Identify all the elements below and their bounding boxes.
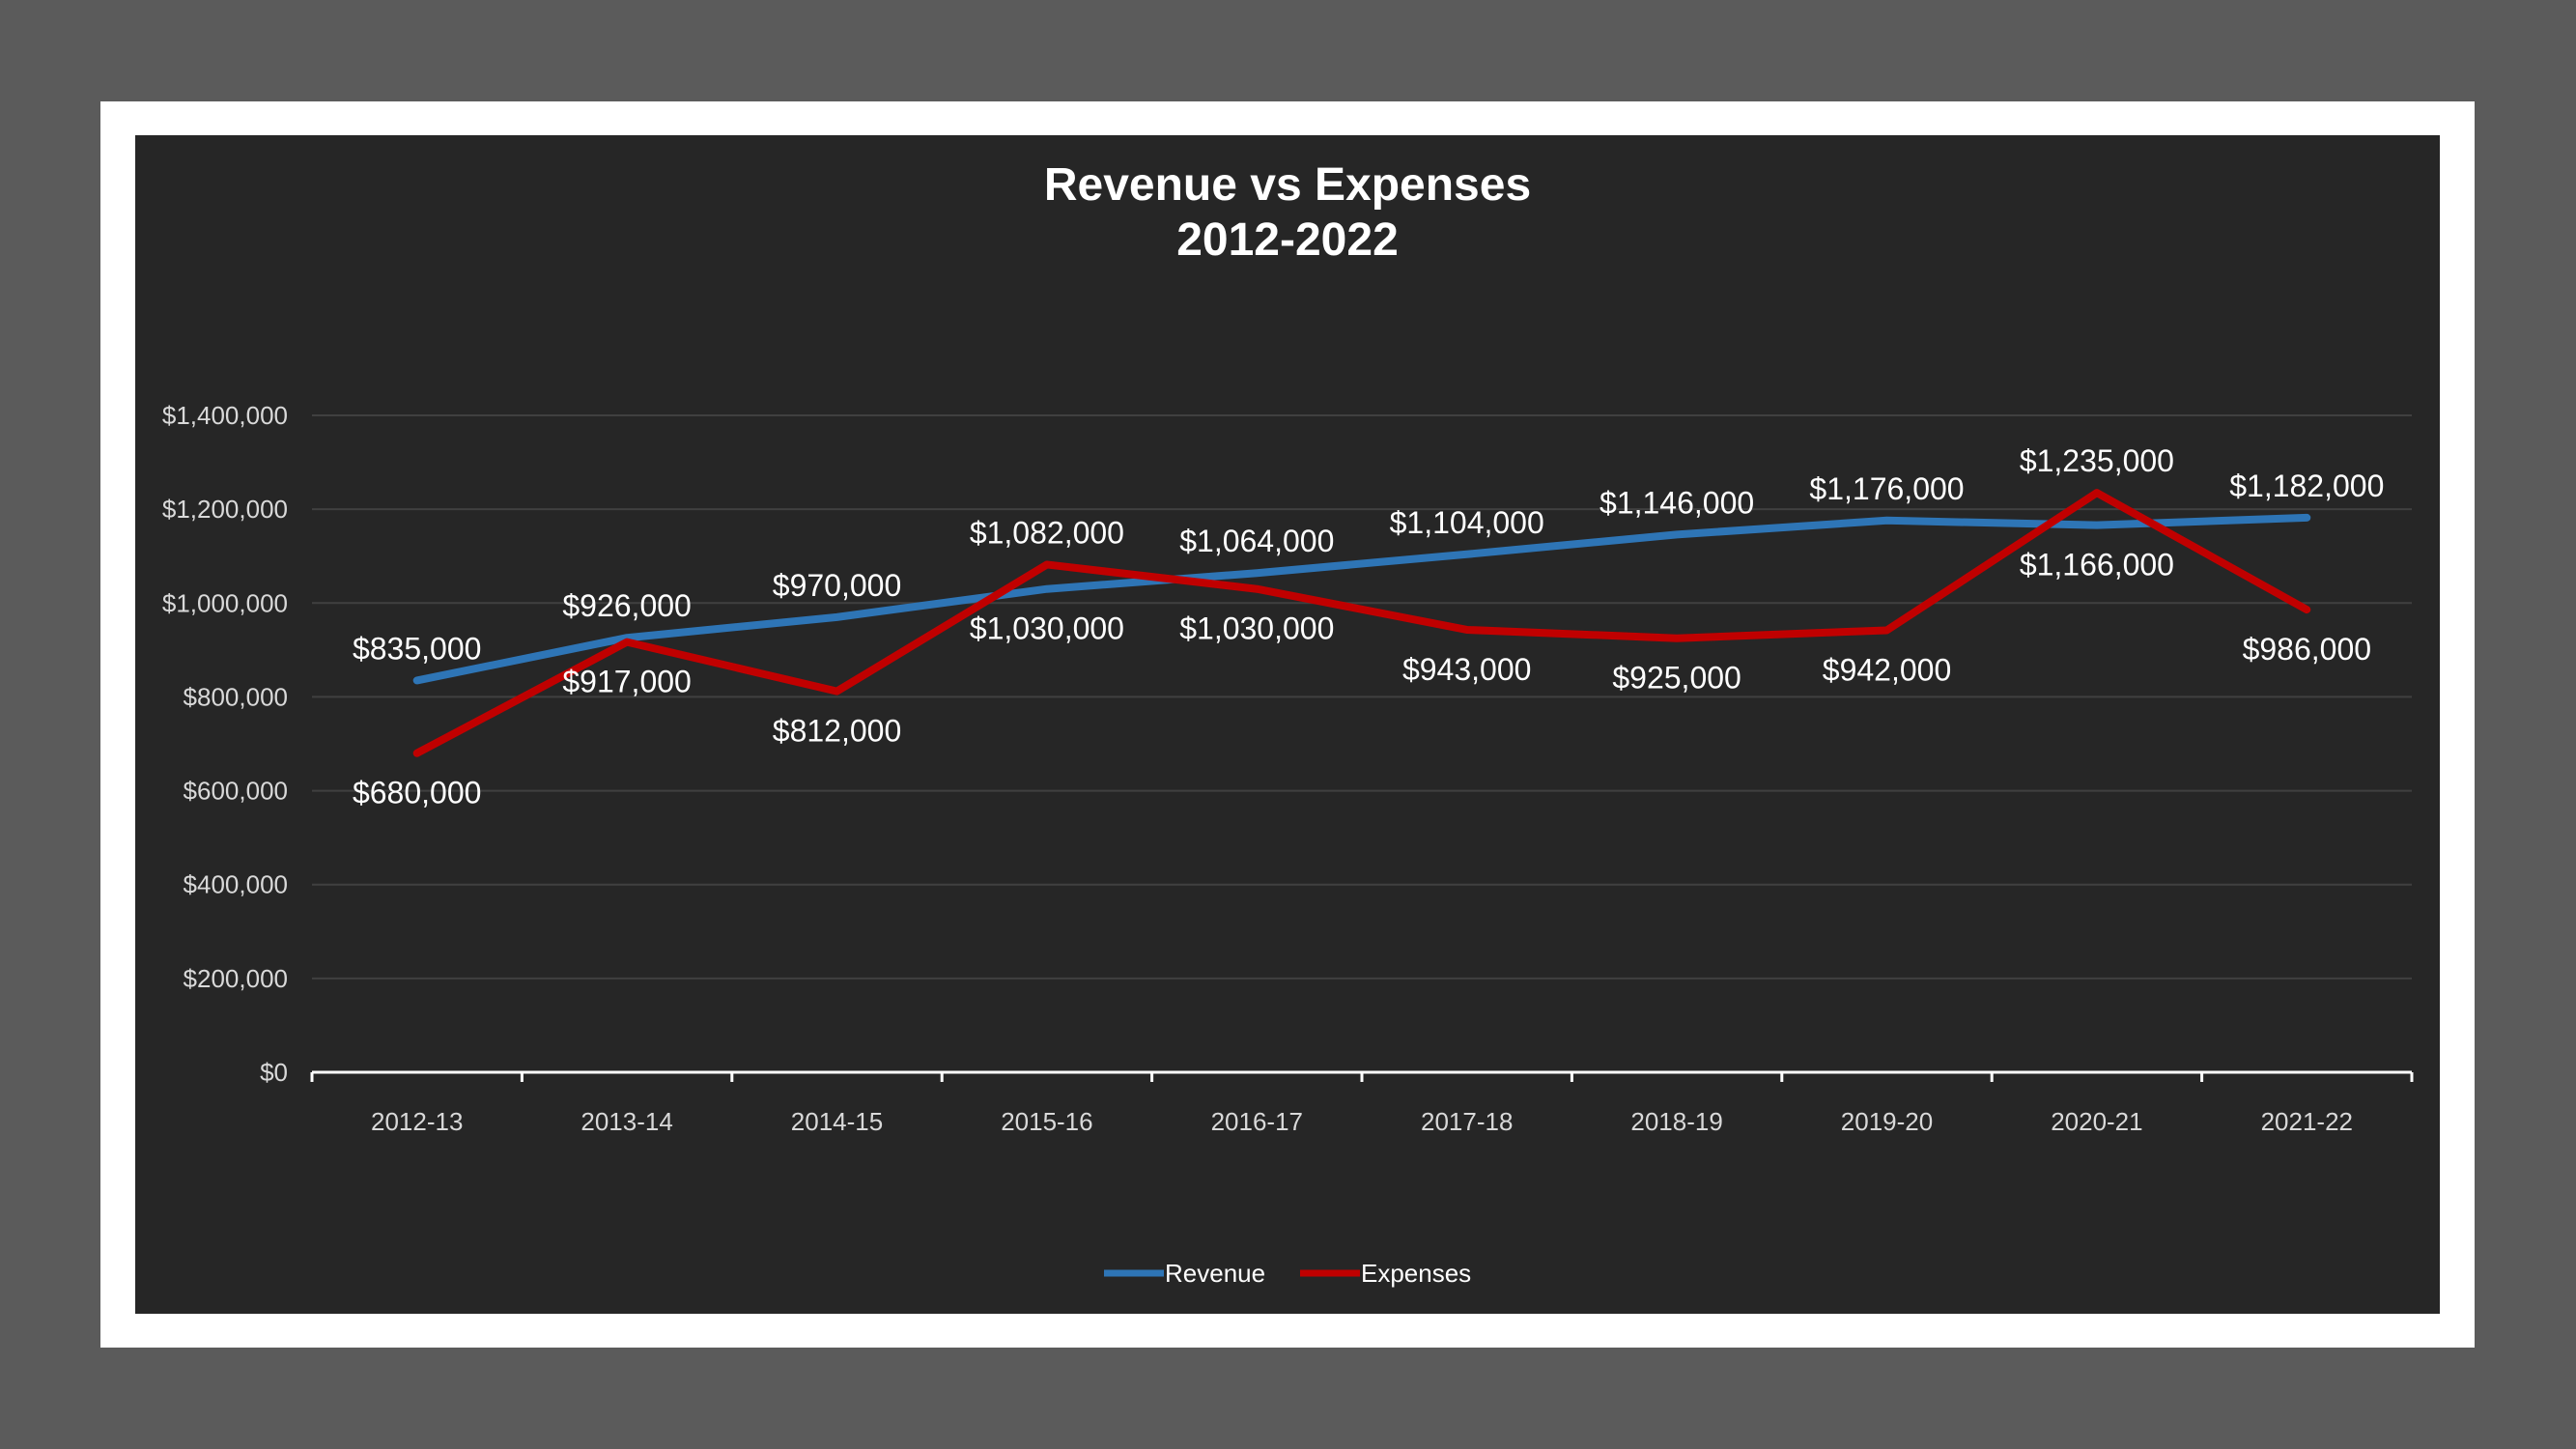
data-label-expenses: $1,235,000 (2020, 443, 2174, 478)
chart-title-line-2: 2012-2022 (1176, 214, 1399, 266)
x-tick-label: 2021-22 (2261, 1107, 2353, 1136)
data-label-revenue: $1,104,000 (1390, 505, 1544, 540)
data-label-expenses: $1,030,000 (1179, 611, 1334, 646)
data-label-revenue: $1,176,000 (1809, 471, 1964, 506)
x-tick-label: 2015-16 (1001, 1107, 1092, 1136)
x-axis: 2012-13 2013-14 2014-15 2015-16 2016-17 2017-… (310, 1070, 2414, 1136)
data-labels: $835,000 $680,000 $926,000 $917,000 $970,000… (353, 443, 2384, 810)
y-tick-label: $0 (260, 1058, 288, 1087)
data-label-expenses: $986,000 (2243, 632, 2371, 667)
data-label-revenue: $1,166,000 (2020, 548, 2174, 582)
data-label-revenue: $1,182,000 (2229, 469, 2384, 503)
y-tick-label: $600,000 (184, 777, 288, 806)
x-tick-label: 2013-14 (580, 1107, 672, 1136)
y-tick-label: $1,200,000 (162, 495, 288, 524)
y-tick-label: $400,000 (184, 870, 288, 899)
data-label-revenue: $926,000 (562, 588, 691, 623)
x-tick-label: 2014-15 (791, 1107, 883, 1136)
chart-title-line-1: Revenue vs Expenses (1044, 159, 1531, 211)
data-label-revenue: $1,064,000 (1179, 524, 1334, 558)
x-tick-label: 2017-18 (1421, 1107, 1513, 1136)
x-tick-label: 2019-20 (1841, 1107, 1933, 1136)
data-label-expenses: $680,000 (353, 776, 481, 810)
legend: Revenue Expenses (1104, 1259, 1471, 1288)
x-tick-label: 2018-19 (1630, 1107, 1722, 1136)
data-label-expenses: $917,000 (562, 665, 691, 699)
x-tick-label: 2012-13 (371, 1107, 463, 1136)
y-tick-label: $1,400,000 (162, 401, 288, 430)
series-line-expenses (412, 489, 2311, 757)
data-label-revenue: $835,000 (353, 631, 481, 666)
y-tick-label: $800,000 (184, 682, 288, 711)
data-label-expenses: $1,082,000 (970, 515, 1124, 550)
series-line-revenue (412, 513, 2311, 685)
gridlines (312, 414, 2412, 980)
chart-panel (135, 135, 2440, 1314)
data-label-revenue: $970,000 (773, 568, 901, 603)
y-axis: $0 $200,000 $400,000 $600,000 $800,000 $1,000… (162, 401, 288, 1087)
series-lines (412, 489, 2311, 757)
data-label-expenses: $942,000 (1823, 652, 1951, 687)
data-label-expenses: $943,000 (1402, 652, 1531, 687)
x-tick-label: 2020-21 (2051, 1107, 2142, 1136)
x-tick-label: 2016-17 (1211, 1107, 1303, 1136)
data-label-expenses: $812,000 (773, 714, 901, 749)
legend-label-expenses: Expenses (1361, 1259, 1471, 1288)
y-tick-label: $1,000,000 (162, 588, 288, 617)
data-label-revenue: $1,146,000 (1599, 485, 1754, 520)
legend-label-revenue: Revenue (1165, 1259, 1265, 1288)
y-tick-label: $200,000 (184, 964, 288, 993)
data-label-revenue: $1,030,000 (970, 611, 1124, 646)
data-label-expenses: $925,000 (1612, 661, 1741, 696)
